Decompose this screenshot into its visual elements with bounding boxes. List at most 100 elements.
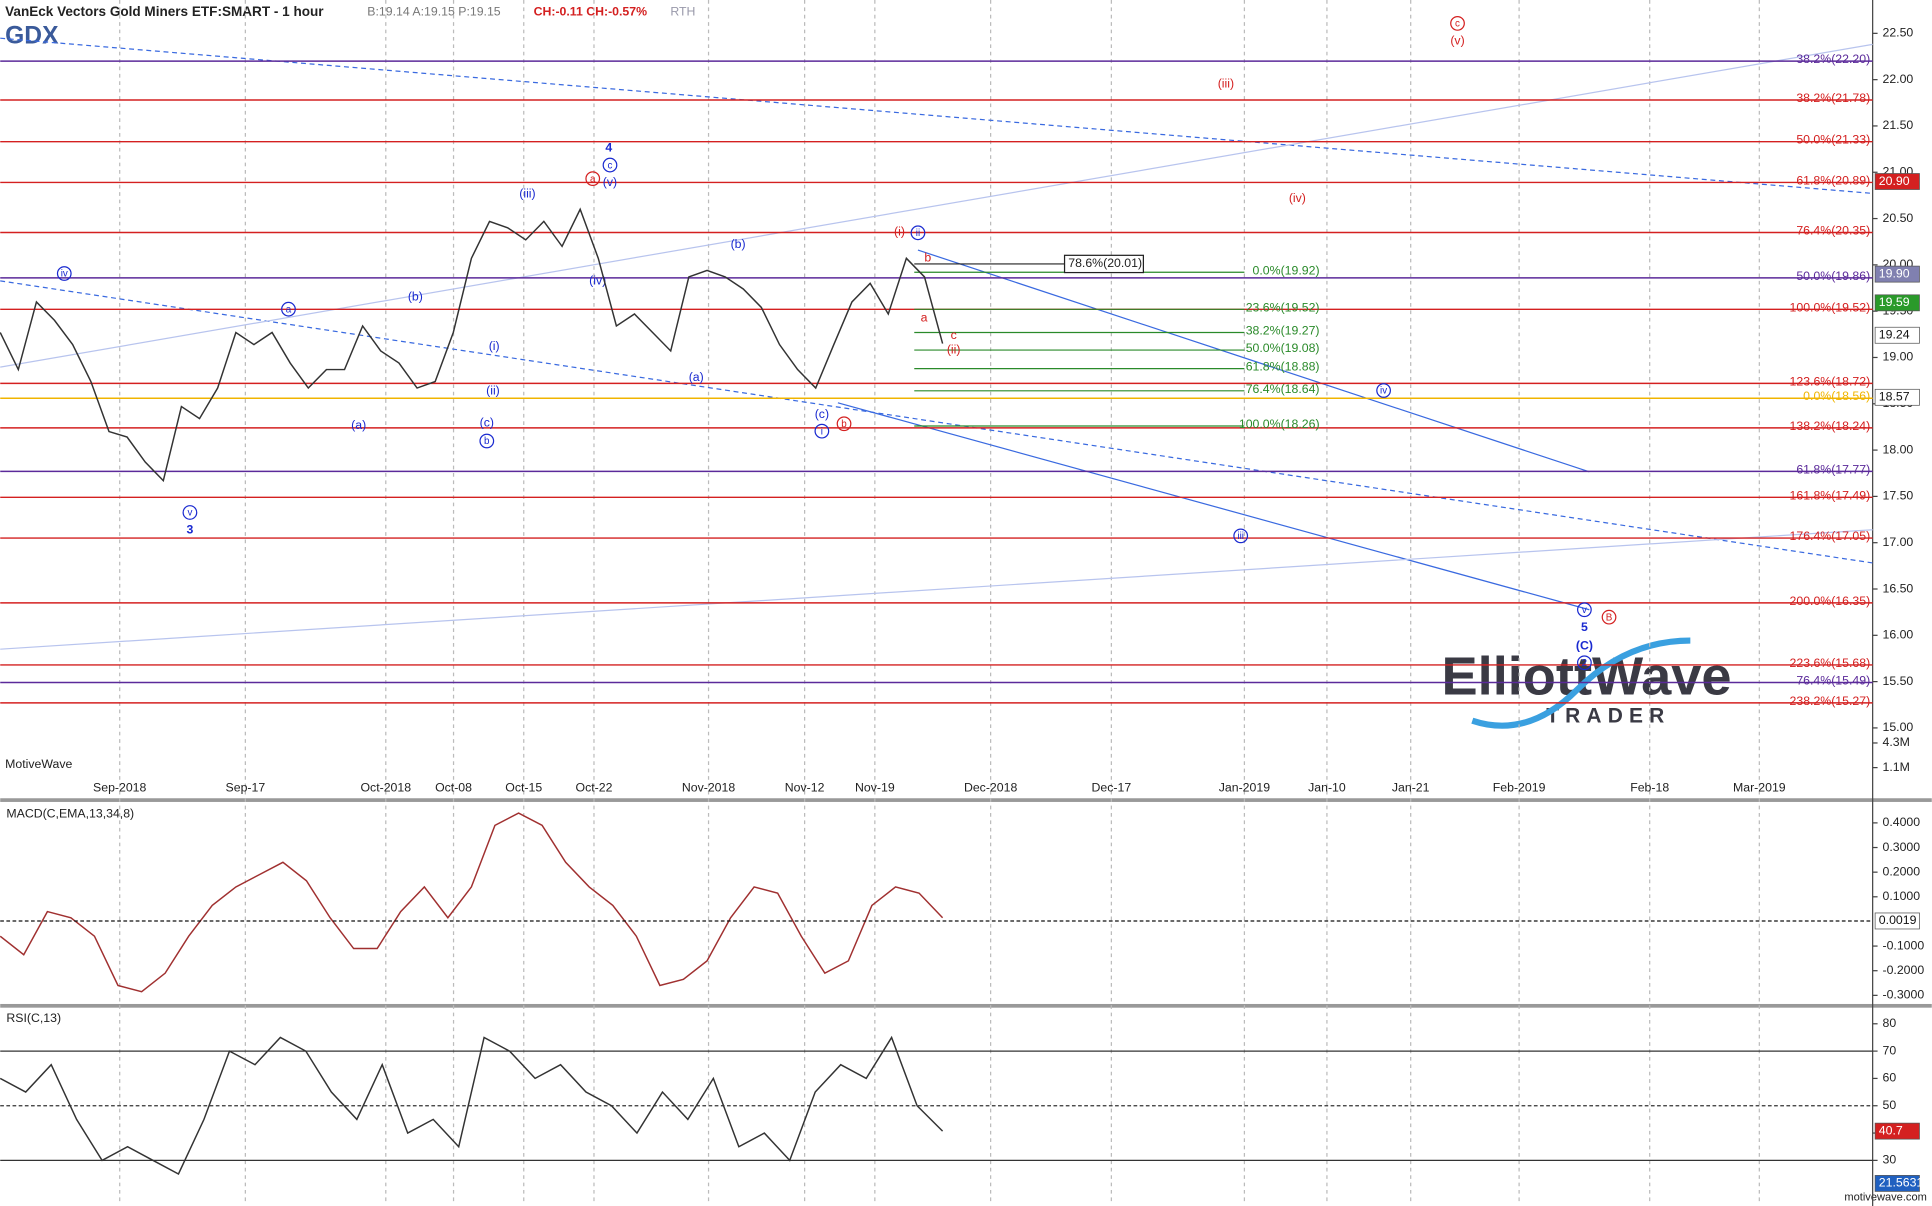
y-tick-label: 17.00: [1883, 535, 1914, 549]
volume-tick-label: 4.3M: [1883, 735, 1910, 749]
fib-level-label: 61.8%(17.77): [1796, 462, 1870, 476]
fib-level-label: 123.6%(18.72): [1790, 374, 1871, 388]
y-tick-label: 15.50: [1883, 674, 1914, 688]
source: MotiveWave: [5, 757, 72, 771]
series-line: [0, 207, 944, 483]
wave-circle: [602, 157, 618, 173]
wave-label: (ii): [947, 343, 961, 357]
volume-tick-label: 1.1M: [1883, 760, 1910, 774]
fib-level-label: 50.0%(21.33): [1796, 133, 1870, 147]
fib-level-label: 138.2%(18.24): [1790, 419, 1871, 433]
y-tick-label: -0.2000: [1883, 963, 1925, 977]
wave-label: B: [1606, 612, 1613, 623]
x-tick-label: Feb-18: [1630, 781, 1669, 795]
retracement-label: 50.0%(19.08): [1246, 341, 1320, 355]
wave-label: 3: [187, 523, 194, 537]
wave-label: a: [286, 304, 292, 315]
wave-label: 4: [605, 141, 612, 155]
change: CH:-0.11 CH:-0.57%: [534, 5, 648, 19]
rsi-title: RSI(C,13): [6, 1011, 61, 1025]
symbol: GDX: [5, 22, 59, 49]
fib-level-label: 50.0%(19.86): [1796, 269, 1870, 283]
wave-circle: [1577, 602, 1592, 618]
wave-circle: [479, 433, 495, 449]
price-badge: [1874, 912, 1920, 930]
price-badge: [1874, 326, 1920, 344]
wave-label: (ii): [486, 383, 500, 397]
fib-level-label: 161.8%(17.49): [1790, 488, 1871, 502]
fib-level-label: 38.2%(22.20): [1796, 52, 1870, 66]
y-tick-label: 0.3000: [1883, 840, 1921, 854]
wave-circle: [281, 301, 296, 317]
price-badge-label: 40.7: [1879, 1123, 1903, 1137]
wave-label: i: [821, 426, 823, 437]
wave-circle: [1577, 655, 1592, 671]
wave-circle: [1450, 16, 1465, 31]
x-tick-label: Feb-2019: [1493, 781, 1546, 795]
macd-title: MACD(C,EMA,13,34,8): [6, 807, 134, 821]
instrument-title: VanEck Vectors Gold Miners ETF:SMART - 1…: [5, 4, 324, 19]
logo-word: ElliottWave: [1442, 646, 1732, 706]
y-tick-label: 0.4000: [1883, 815, 1921, 829]
fib-level-label: 61.8%(20.89): [1796, 173, 1870, 187]
x-tick-label: Jan-21: [1392, 781, 1430, 795]
x-tick-label: Nov-2018: [682, 781, 735, 795]
footer: motivewave.com: [1844, 1191, 1927, 1203]
x-tick-label: Nov-19: [855, 781, 895, 795]
x-axis-band: [0, 776, 1873, 800]
trendline: [917, 249, 1590, 473]
wave-label: (C): [1576, 638, 1593, 652]
y-tick-label: 22.00: [1883, 72, 1914, 86]
wave-label: b: [841, 419, 847, 430]
wave-label: b: [924, 250, 931, 264]
wave-label: (b): [408, 290, 423, 304]
fib-level-label: 200.0%(16.35): [1790, 594, 1871, 608]
wave-circle: [56, 266, 72, 281]
price-badge-label: 20.90: [1879, 174, 1910, 188]
y-tick-label: 15.00: [1883, 720, 1914, 734]
price-badge: [1874, 173, 1920, 190]
panel-divider: [0, 1003, 1932, 1008]
price-badge: [1874, 1122, 1920, 1140]
wave-label: ii: [916, 228, 920, 239]
wave-label: (iii): [519, 186, 535, 200]
fib-level-label: 76.4%(20.35): [1796, 223, 1870, 237]
x-tick-label: Oct-15: [505, 781, 542, 795]
x-tick-label: Oct-08: [435, 781, 472, 795]
wave-label: 5: [1581, 620, 1588, 634]
trendline: [0, 43, 1873, 368]
y-tick-label: -0.3000: [1883, 988, 1925, 1002]
wave-label: iii: [1237, 531, 1244, 542]
y-tick-label: 0.2000: [1883, 864, 1921, 878]
x-tick-label: Nov-12: [785, 781, 825, 795]
y-tick-label: 16.00: [1883, 628, 1914, 642]
wave-label: a: [590, 174, 596, 185]
wave-label: (i): [894, 224, 905, 238]
logo-sub: TRADER: [1546, 704, 1670, 727]
wave-circle: [910, 225, 926, 241]
y-tick-label: 20.50: [1883, 211, 1914, 225]
wave-circle: [1376, 383, 1391, 398]
retracement-label: 76.4%(18.64): [1246, 382, 1320, 396]
box-level-frame: [1063, 254, 1145, 274]
retracement-label: 38.2%(19.27): [1246, 323, 1320, 337]
x-tick-label: Jan-10: [1308, 781, 1346, 795]
wave-label: (b): [731, 237, 746, 251]
x-tick-label: Mar-2019: [1733, 781, 1786, 795]
wave-label: c: [951, 328, 957, 342]
fib-level-label: 76.4%(15.49): [1796, 674, 1870, 688]
price-badge-label: 19.24: [1879, 328, 1910, 342]
y-tick-label: 0.1000: [1883, 889, 1921, 903]
x-tick-label: Dec-2018: [964, 781, 1017, 795]
x-tick-label: Oct-22: [576, 781, 613, 795]
wave-label: (i): [489, 339, 500, 353]
panel-divider: [0, 798, 1932, 802]
wave-label: (c): [815, 407, 829, 421]
y-tick-label: 70: [1883, 1043, 1897, 1057]
x-tick-label: Sep-2018: [93, 781, 146, 795]
y-tick-label: 19.00: [1883, 350, 1914, 364]
trendline: [837, 402, 1590, 611]
wave-label: v: [187, 508, 192, 519]
wave-circle: [836, 416, 852, 432]
wave-circle: [1601, 609, 1617, 625]
